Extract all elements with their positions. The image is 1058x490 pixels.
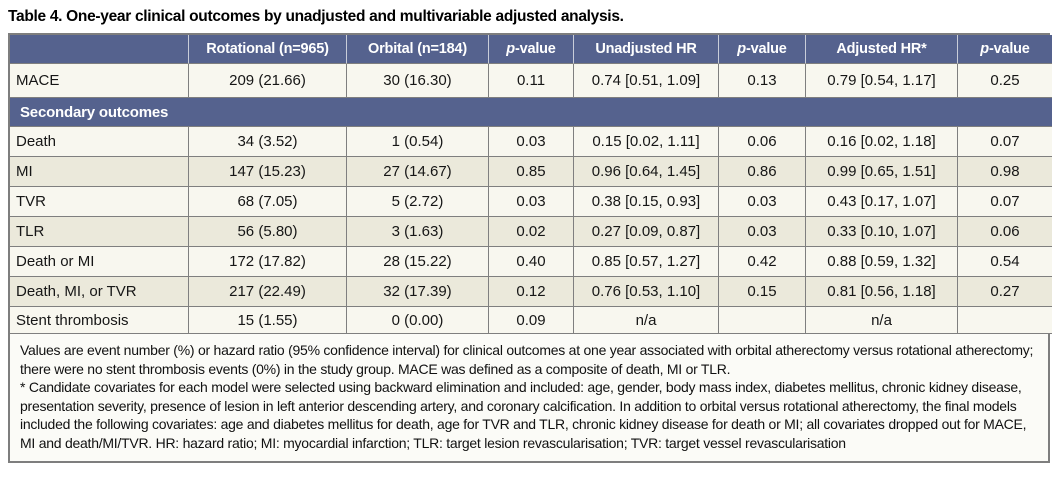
cell-pvalue-1: 0.12 [489,277,574,307]
cell-adjusted-hr: 0.33 [0.10, 1.07] [806,217,958,247]
cell-pvalue-3: 0.98 [958,157,1052,187]
cell-rotational: 217 (22.49) [189,277,347,307]
table-row-tvr: TVR 68 (7.05) 5 (2.72) 0.03 0.38 [0.15, … [10,187,1052,217]
cell-adjusted-hr: 0.16 [0.02, 1.18] [806,127,958,157]
table-row-death-mi-or-tvr: Death, MI, or TVR 217 (22.49) 32 (17.39)… [10,277,1052,307]
footnote-covariates-note: * Candidate covariates for each model we… [20,379,1027,451]
cell-unadjusted-hr: n/a [574,307,719,334]
table-footnote: Values are event number (%) or hazard ra… [10,334,1048,461]
header-cell-unadjusted-hr: Unadjusted HR [574,35,719,64]
cell-orbital: 5 (2.72) [347,187,489,217]
cell-unadjusted-hr: 0.38 [0.15, 0.93] [574,187,719,217]
table-row-stent-thrombosis: Stent thrombosis 15 (1.55) 0 (0.00) 0.09… [10,307,1052,334]
section-label: Secondary outcomes [10,98,1052,127]
header-cell-pvalue-2: p-value [719,35,806,64]
row-label: Death or MI [10,247,189,277]
cell-pvalue-2: 0.13 [719,64,806,98]
header-row: Rotational (n=965) Orbital (n=184) p-val… [10,35,1052,64]
table-row-mace: MACE 209 (21.66) 30 (16.30) 0.11 0.74 [0… [10,64,1052,98]
cell-pvalue-3 [958,307,1052,334]
header-cell-pvalue-3: p-value [958,35,1052,64]
cell-orbital: 1 (0.54) [347,127,489,157]
header-cell-adjusted-hr: Adjusted HR* [806,35,958,64]
cell-pvalue-2: 0.03 [719,187,806,217]
cell-pvalue-1: 0.40 [489,247,574,277]
cell-unadjusted-hr: 0.27 [0.09, 0.87] [574,217,719,247]
row-label: Death [10,127,189,157]
cell-unadjusted-hr: 0.76 [0.53, 1.10] [574,277,719,307]
header-cell-pvalue-1: p-value [489,35,574,64]
cell-adjusted-hr: 0.88 [0.59, 1.32] [806,247,958,277]
table-title: Table 4. One-year clinical outcomes by u… [8,8,624,25]
cell-pvalue-1: 0.03 [489,127,574,157]
cell-orbital: 32 (17.39) [347,277,489,307]
cell-orbital: 30 (16.30) [347,64,489,98]
cell-pvalue-1: 0.11 [489,64,574,98]
cell-pvalue-1: 0.03 [489,187,574,217]
row-label: Death, MI, or TVR [10,277,189,307]
cell-pvalue-1: 0.09 [489,307,574,334]
table-row-death: Death 34 (3.52) 1 (0.54) 0.03 0.15 [0.02… [10,127,1052,157]
cell-pvalue-3: 0.54 [958,247,1052,277]
table-row-mi: MI 147 (15.23) 27 (14.67) 0.85 0.96 [0.6… [10,157,1052,187]
cell-orbital: 28 (15.22) [347,247,489,277]
footnote-values-note: Values are event number (%) or hazard ra… [20,342,1034,377]
header-cell-empty [10,35,189,64]
cell-pvalue-1: 0.02 [489,217,574,247]
table-row-death-or-mi: Death or MI 172 (17.82) 28 (15.22) 0.40 … [10,247,1052,277]
cell-pvalue-3: 0.25 [958,64,1052,98]
cell-unadjusted-hr: 0.85 [0.57, 1.27] [574,247,719,277]
row-label: Stent thrombosis [10,307,189,334]
cell-unadjusted-hr: 0.96 [0.64, 1.45] [574,157,719,187]
table-row-tlr: TLR 56 (5.80) 3 (1.63) 0.02 0.27 [0.09, … [10,217,1052,247]
cell-adjusted-hr: 0.99 [0.65, 1.51] [806,157,958,187]
cell-adjusted-hr: 0.43 [0.17, 1.07] [806,187,958,217]
cell-rotational: 68 (7.05) [189,187,347,217]
cell-pvalue-3: 0.27 [958,277,1052,307]
cell-rotational: 15 (1.55) [189,307,347,334]
row-label: MACE [10,64,189,98]
cell-pvalue-2: 0.42 [719,247,806,277]
cell-rotational: 56 (5.80) [189,217,347,247]
cell-rotational: 34 (3.52) [189,127,347,157]
cell-pvalue-2: 0.03 [719,217,806,247]
row-label: MI [10,157,189,187]
cell-pvalue-2: 0.86 [719,157,806,187]
cell-adjusted-hr: 0.81 [0.56, 1.18] [806,277,958,307]
header-cell-orbital: Orbital (n=184) [347,35,489,64]
cell-pvalue-1: 0.85 [489,157,574,187]
cell-pvalue-2 [719,307,806,334]
cell-unadjusted-hr: 0.15 [0.02, 1.11] [574,127,719,157]
cell-orbital: 0 (0.00) [347,307,489,334]
outcomes-table: Rotational (n=965) Orbital (n=184) p-val… [10,35,1052,334]
cell-pvalue-2: 0.06 [719,127,806,157]
outcomes-table-container: Rotational (n=965) Orbital (n=184) p-val… [8,33,1052,463]
cell-rotational: 172 (17.82) [189,247,347,277]
cell-adjusted-hr: n/a [806,307,958,334]
cell-unadjusted-hr: 0.74 [0.51, 1.09] [574,64,719,98]
header-cell-rotational: Rotational (n=965) [189,35,347,64]
cell-orbital: 27 (14.67) [347,157,489,187]
cell-pvalue-3: 0.07 [958,187,1052,217]
section-row-secondary-outcomes: Secondary outcomes [10,98,1052,127]
cell-pvalue-2: 0.15 [719,277,806,307]
cell-adjusted-hr: 0.79 [0.54, 1.17] [806,64,958,98]
cell-pvalue-3: 0.06 [958,217,1052,247]
cell-orbital: 3 (1.63) [347,217,489,247]
cell-rotational: 209 (21.66) [189,64,347,98]
cell-rotational: 147 (15.23) [189,157,347,187]
cell-pvalue-3: 0.07 [958,127,1052,157]
row-label: TVR [10,187,189,217]
row-label: TLR [10,217,189,247]
